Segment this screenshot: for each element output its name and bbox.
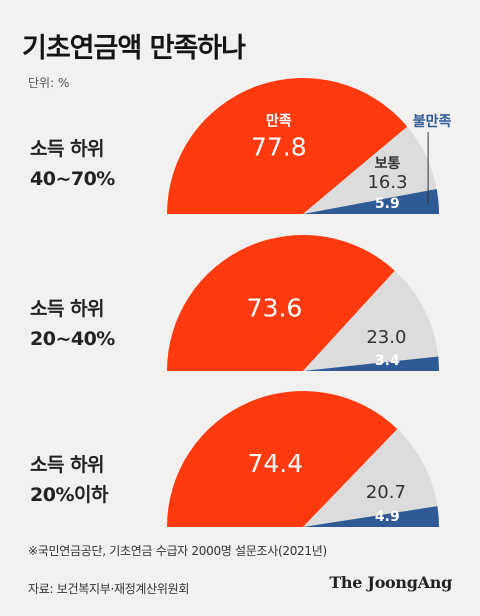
group-label-1-line2: 40~70% <box>30 168 115 190</box>
semicircle-3-sector-1 <box>167 390 398 527</box>
group-label-1-line1: 소득 하위 <box>30 138 105 160</box>
semicircle-2-sector-2 <box>303 270 439 371</box>
chart-title: 기초연금액 만족하나 <box>22 33 246 64</box>
semicircle-1-sector-2 <box>303 126 437 214</box>
group-label-1: 소득 하위 40~70% <box>30 134 115 194</box>
group-label-3-line1: 소득 하위 <box>30 454 105 476</box>
semicircle-3-sector-2 <box>303 429 438 527</box>
semicircle-1-sector-3 <box>303 188 439 214</box>
semicircle-2-value-3: 3.4 <box>375 353 400 369</box>
group-label-2-line1: 소득 하위 <box>30 298 105 320</box>
semicircle-2-sector-1 <box>167 234 395 371</box>
group-label-3-line2: 20%이하 <box>30 484 108 506</box>
category-label-satisfied: 만족 <box>266 114 292 130</box>
semicircle-3-value-2: 20.7 <box>366 482 406 503</box>
semicircle-2-value-2: 23.0 <box>366 327 406 348</box>
category-label-normal: 보통 <box>375 156 401 172</box>
brand-logo: The JoongAng <box>329 573 452 592</box>
category-label-dissatisfied: 불만족 <box>413 114 452 130</box>
source-note: 자료: 보건복지부·재정계산위원회 <box>28 582 190 596</box>
semicircle-1-value-1: 77.8 <box>251 133 307 162</box>
unit-label: 단위: % <box>28 76 70 90</box>
semicircle-2-value-1: 73.6 <box>247 293 303 322</box>
semicircle-3-value-1: 74.4 <box>247 449 303 478</box>
semicircle-1-value-3: 5.9 <box>375 196 400 212</box>
semicircle-3-value-3: 4.9 <box>375 509 400 525</box>
footnote: ※국민연금공단, 기초연금 수급자 2000명 설문조사(2021년) <box>28 544 327 558</box>
semicircle-1-value-2: 16.3 <box>367 172 407 193</box>
group-label-2-line2: 20~40% <box>30 328 115 350</box>
group-label-2: 소득 하위 20~40% <box>30 294 115 354</box>
semicircle-2-sector-3 <box>303 356 439 371</box>
group-label-3: 소득 하위 20%이하 <box>30 450 108 510</box>
semicircle-1-sector-1 <box>167 78 408 215</box>
semicircle-3-sector-3 <box>303 506 439 527</box>
